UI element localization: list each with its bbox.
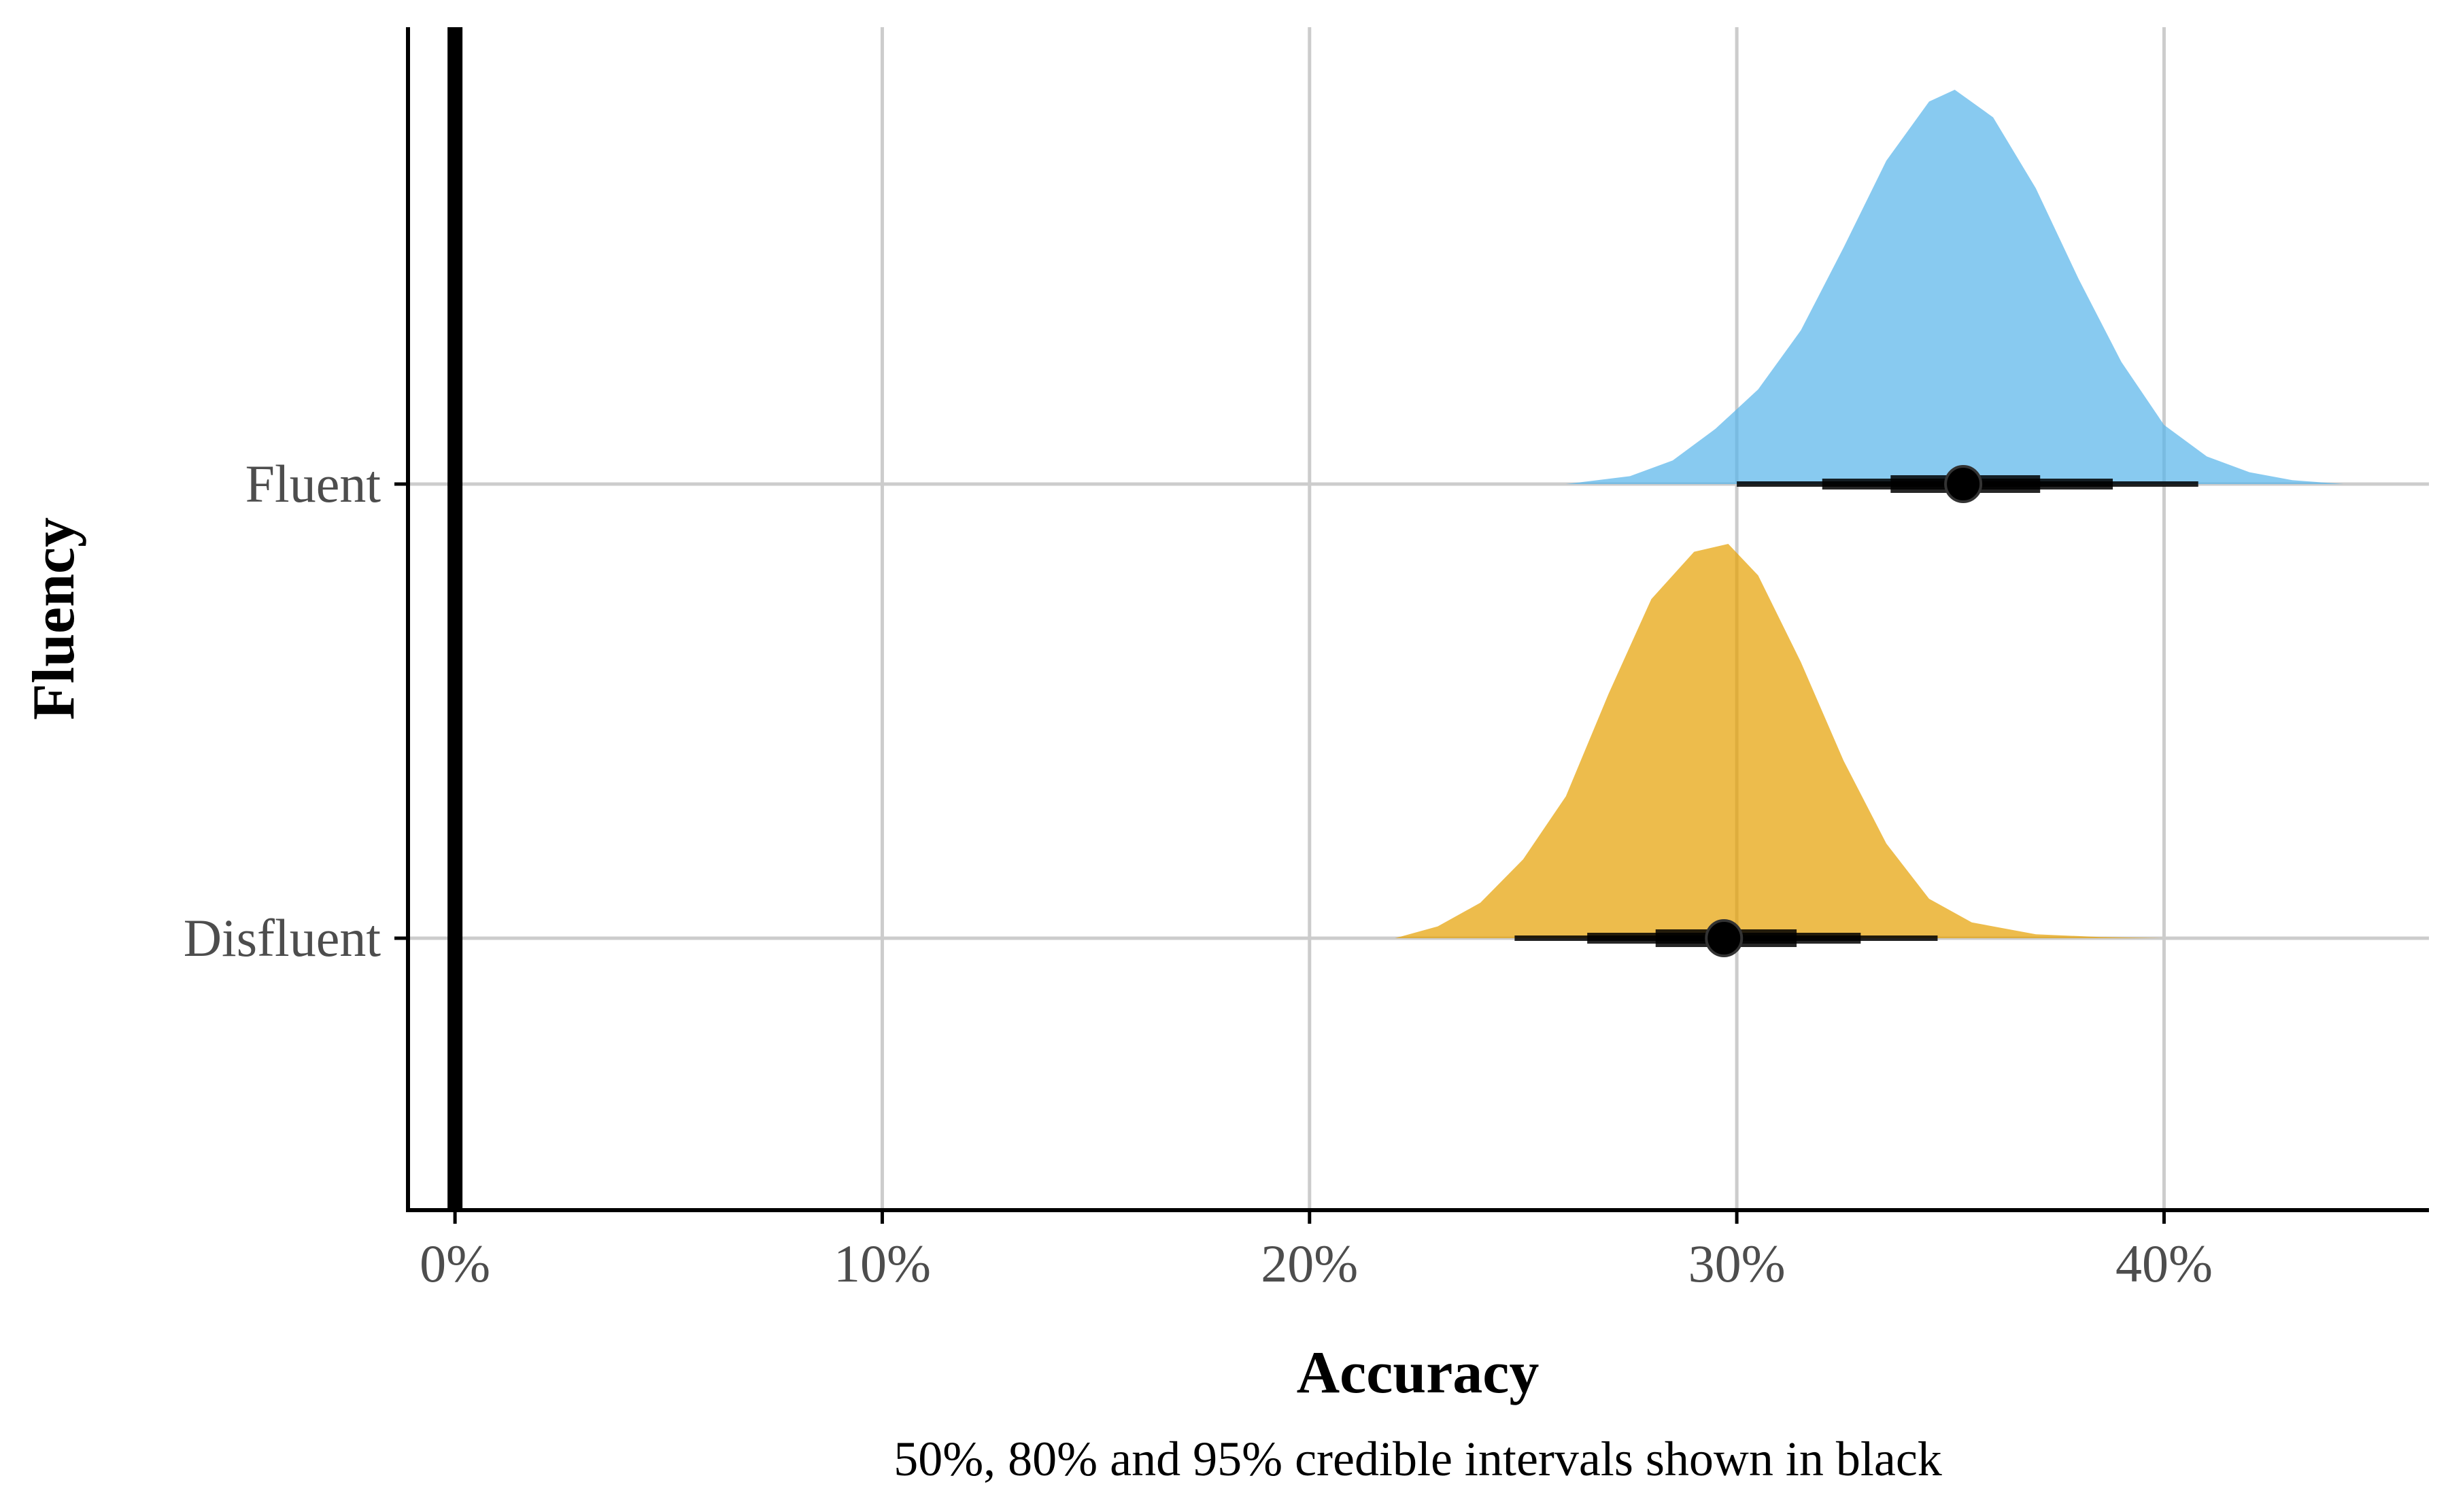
y-axis-title: Fluency (21, 517, 87, 720)
density-fluent (1565, 90, 2344, 484)
x-axis-title: Accuracy (1297, 1340, 1540, 1406)
y-axis-ticks: Fluent Disfluent (184, 454, 408, 967)
axes (406, 27, 2429, 1212)
chart-caption: 50%, 80% and 95% credible intervals show… (894, 1432, 1942, 1486)
x-axis-ticks: 0% 10% 20% 30% 40% (420, 1210, 2213, 1293)
y-tick-label-disfluent: Disfluent (184, 908, 381, 967)
x-tick-label-0: 0% (420, 1234, 490, 1293)
density-slabs (1395, 90, 2344, 938)
median-point-disfluent (1705, 919, 1744, 957)
median-point-fluent (1944, 465, 1983, 503)
density-disfluent (1395, 544, 2164, 938)
x-tick-label-30: 30% (1688, 1234, 1786, 1293)
credible-intervals (1514, 465, 2198, 957)
x-tick-label-20: 20% (1261, 1234, 1358, 1293)
x-tick-label-40: 40% (2115, 1234, 2213, 1293)
y-gridlines (408, 482, 2429, 940)
y-tick-label-fluent: Fluent (245, 454, 381, 513)
x-tick-label-10: 10% (834, 1234, 931, 1293)
